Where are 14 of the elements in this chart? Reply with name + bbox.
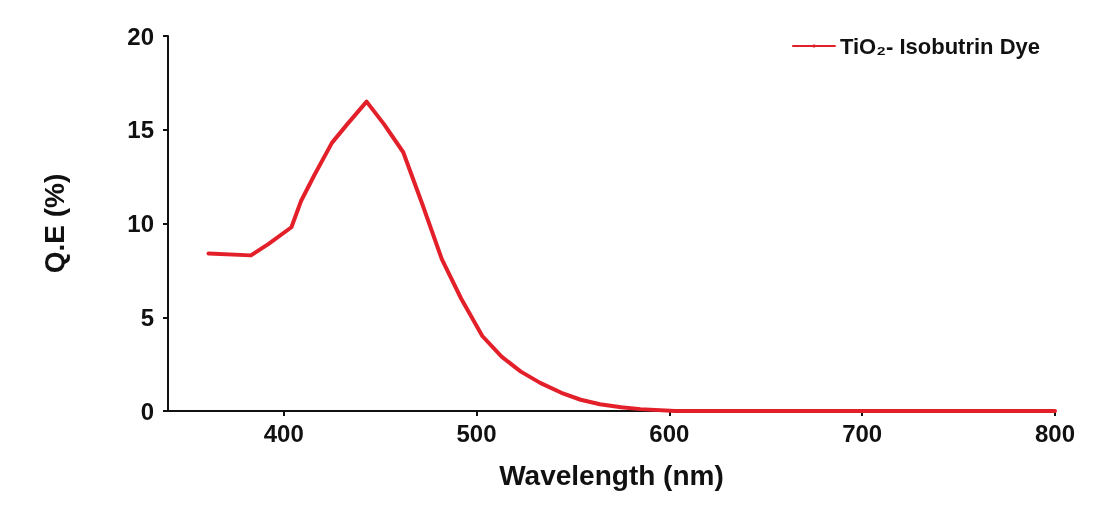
y-axis-title: Q.E (%) [38,173,70,274]
x-tick-label: 600 [649,419,690,447]
x-tick-label: 500 [456,419,497,447]
x-tick-label: 700 [842,419,883,447]
y-tick-label: 15 [127,116,154,144]
legend-label: TiO₂- Isobutrin Dye [839,33,1041,59]
x-tick-label: 400 [263,419,304,447]
y-tick-label: 5 [140,303,154,331]
y-tick-label: 0 [140,397,154,425]
x-axis-title: Wavelength (nm) [499,459,724,491]
y-tick-label: 10 [127,210,154,237]
line-series [206,99,1057,413]
y-tick-label: 20 [127,22,154,50]
x-tick-label: 800 [1034,419,1076,447]
